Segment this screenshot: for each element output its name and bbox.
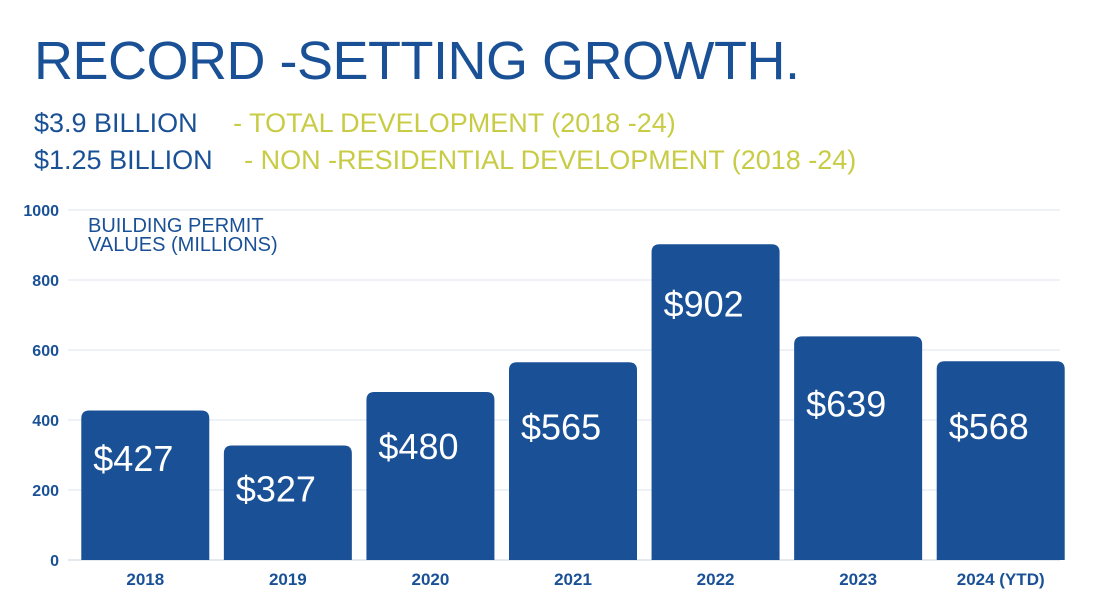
bars: $427 $327 $480 $565 $902 $639 $568 [81,244,1065,561]
bar-2019 [223,445,352,560]
y-tick-label: 800 [32,273,59,290]
y-axis-label-line-1: BUILDING PERMIT [88,215,264,237]
bar-2022 [651,244,780,561]
subtitle-total-amount: $3.9 BILLION [34,108,198,138]
y-tick-label: 200 [32,483,59,500]
x-tick-label: 2023 [839,570,877,589]
x-tick-label: 2020 [412,570,450,589]
y-tick-label: 600 [32,343,59,360]
bar-data-label: $565 [521,406,601,447]
x-tick-label: 2022 [697,570,735,589]
subtitle-total-description: - TOTAL DEVELOPMENT (2018 -24) [233,108,676,138]
y-tick-label: 0 [50,553,59,570]
bar-2024-ytd- [936,361,1065,560]
bar-2018 [81,410,210,560]
bar-2020 [366,392,495,560]
y-tick-label: 400 [32,413,59,430]
bar-data-label: $480 [378,426,458,467]
x-tick-label: 2019 [269,570,307,589]
bar-data-label: $639 [806,383,886,424]
bar-2021 [509,362,637,560]
x-tick-label: 2018 [126,570,164,589]
subtitle-total-development: $3.9 BILLION - TOTAL DEVELOPMENT (2018 -… [34,108,676,139]
bar-2023 [794,336,923,560]
bar-data-label: $327 [236,469,316,510]
bar-data-label: $902 [664,283,744,324]
page-title: RECORD -SETTING GROWTH. [34,31,800,91]
x-tick-label: 2024 (YTD) [957,570,1045,589]
x-axis: 2018 2019 2020 2021 2022 2023 2024 (YTD) [126,570,1044,589]
bar-data-label: $568 [949,406,1029,447]
y-axis-label-line-2: VALUES (MILLIONS) [88,234,278,256]
y-axis: 0 200 400 600 800 1000 [23,203,59,570]
y-tick-label: 1000 [23,203,59,220]
bar-data-label: $427 [93,438,173,479]
subtitle-nonresidential-development: $1.25 BILLION - NON -RESIDENTIAL DEVELOP… [34,145,856,176]
subtitle-nonresidential-amount: $1.25 BILLION [34,145,213,175]
subtitle-nonresidential-description: - NON -RESIDENTIAL DEVELOPMENT (2018 -24… [244,145,857,175]
x-tick-label: 2021 [554,570,592,589]
